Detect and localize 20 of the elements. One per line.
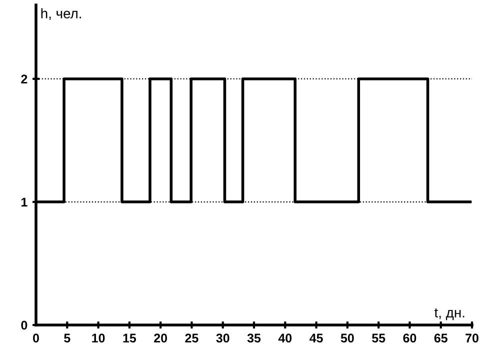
x-tick-label: 60 xyxy=(403,334,416,343)
x-axis-title: t, дн. xyxy=(434,308,464,320)
x-tick-label: 5 xyxy=(64,334,70,343)
x-tick-label: 55 xyxy=(372,334,386,343)
x-tick-label: 30 xyxy=(216,334,230,343)
x-tick-label: 40 xyxy=(278,334,292,343)
x-tick-label: 70 xyxy=(466,334,478,343)
x-tick-label: 15 xyxy=(123,334,136,343)
x-tick-label: 20 xyxy=(154,334,168,343)
x-tick-label: 0 xyxy=(33,334,39,343)
y-axis-title: h, чел. xyxy=(41,8,81,20)
x-tick-label: 10 xyxy=(92,334,105,343)
y-tick-label: 1 xyxy=(22,198,28,206)
x-tick-label: 50 xyxy=(340,334,354,343)
x-tick-label: 65 xyxy=(434,334,448,343)
y-tick-label: 2 xyxy=(21,74,28,84)
x-tick-label: 25 xyxy=(185,334,198,343)
y-tick-label: 0 xyxy=(21,320,28,330)
x-tick-label: 35 xyxy=(247,334,261,343)
x-tick-label: 45 xyxy=(310,334,323,343)
